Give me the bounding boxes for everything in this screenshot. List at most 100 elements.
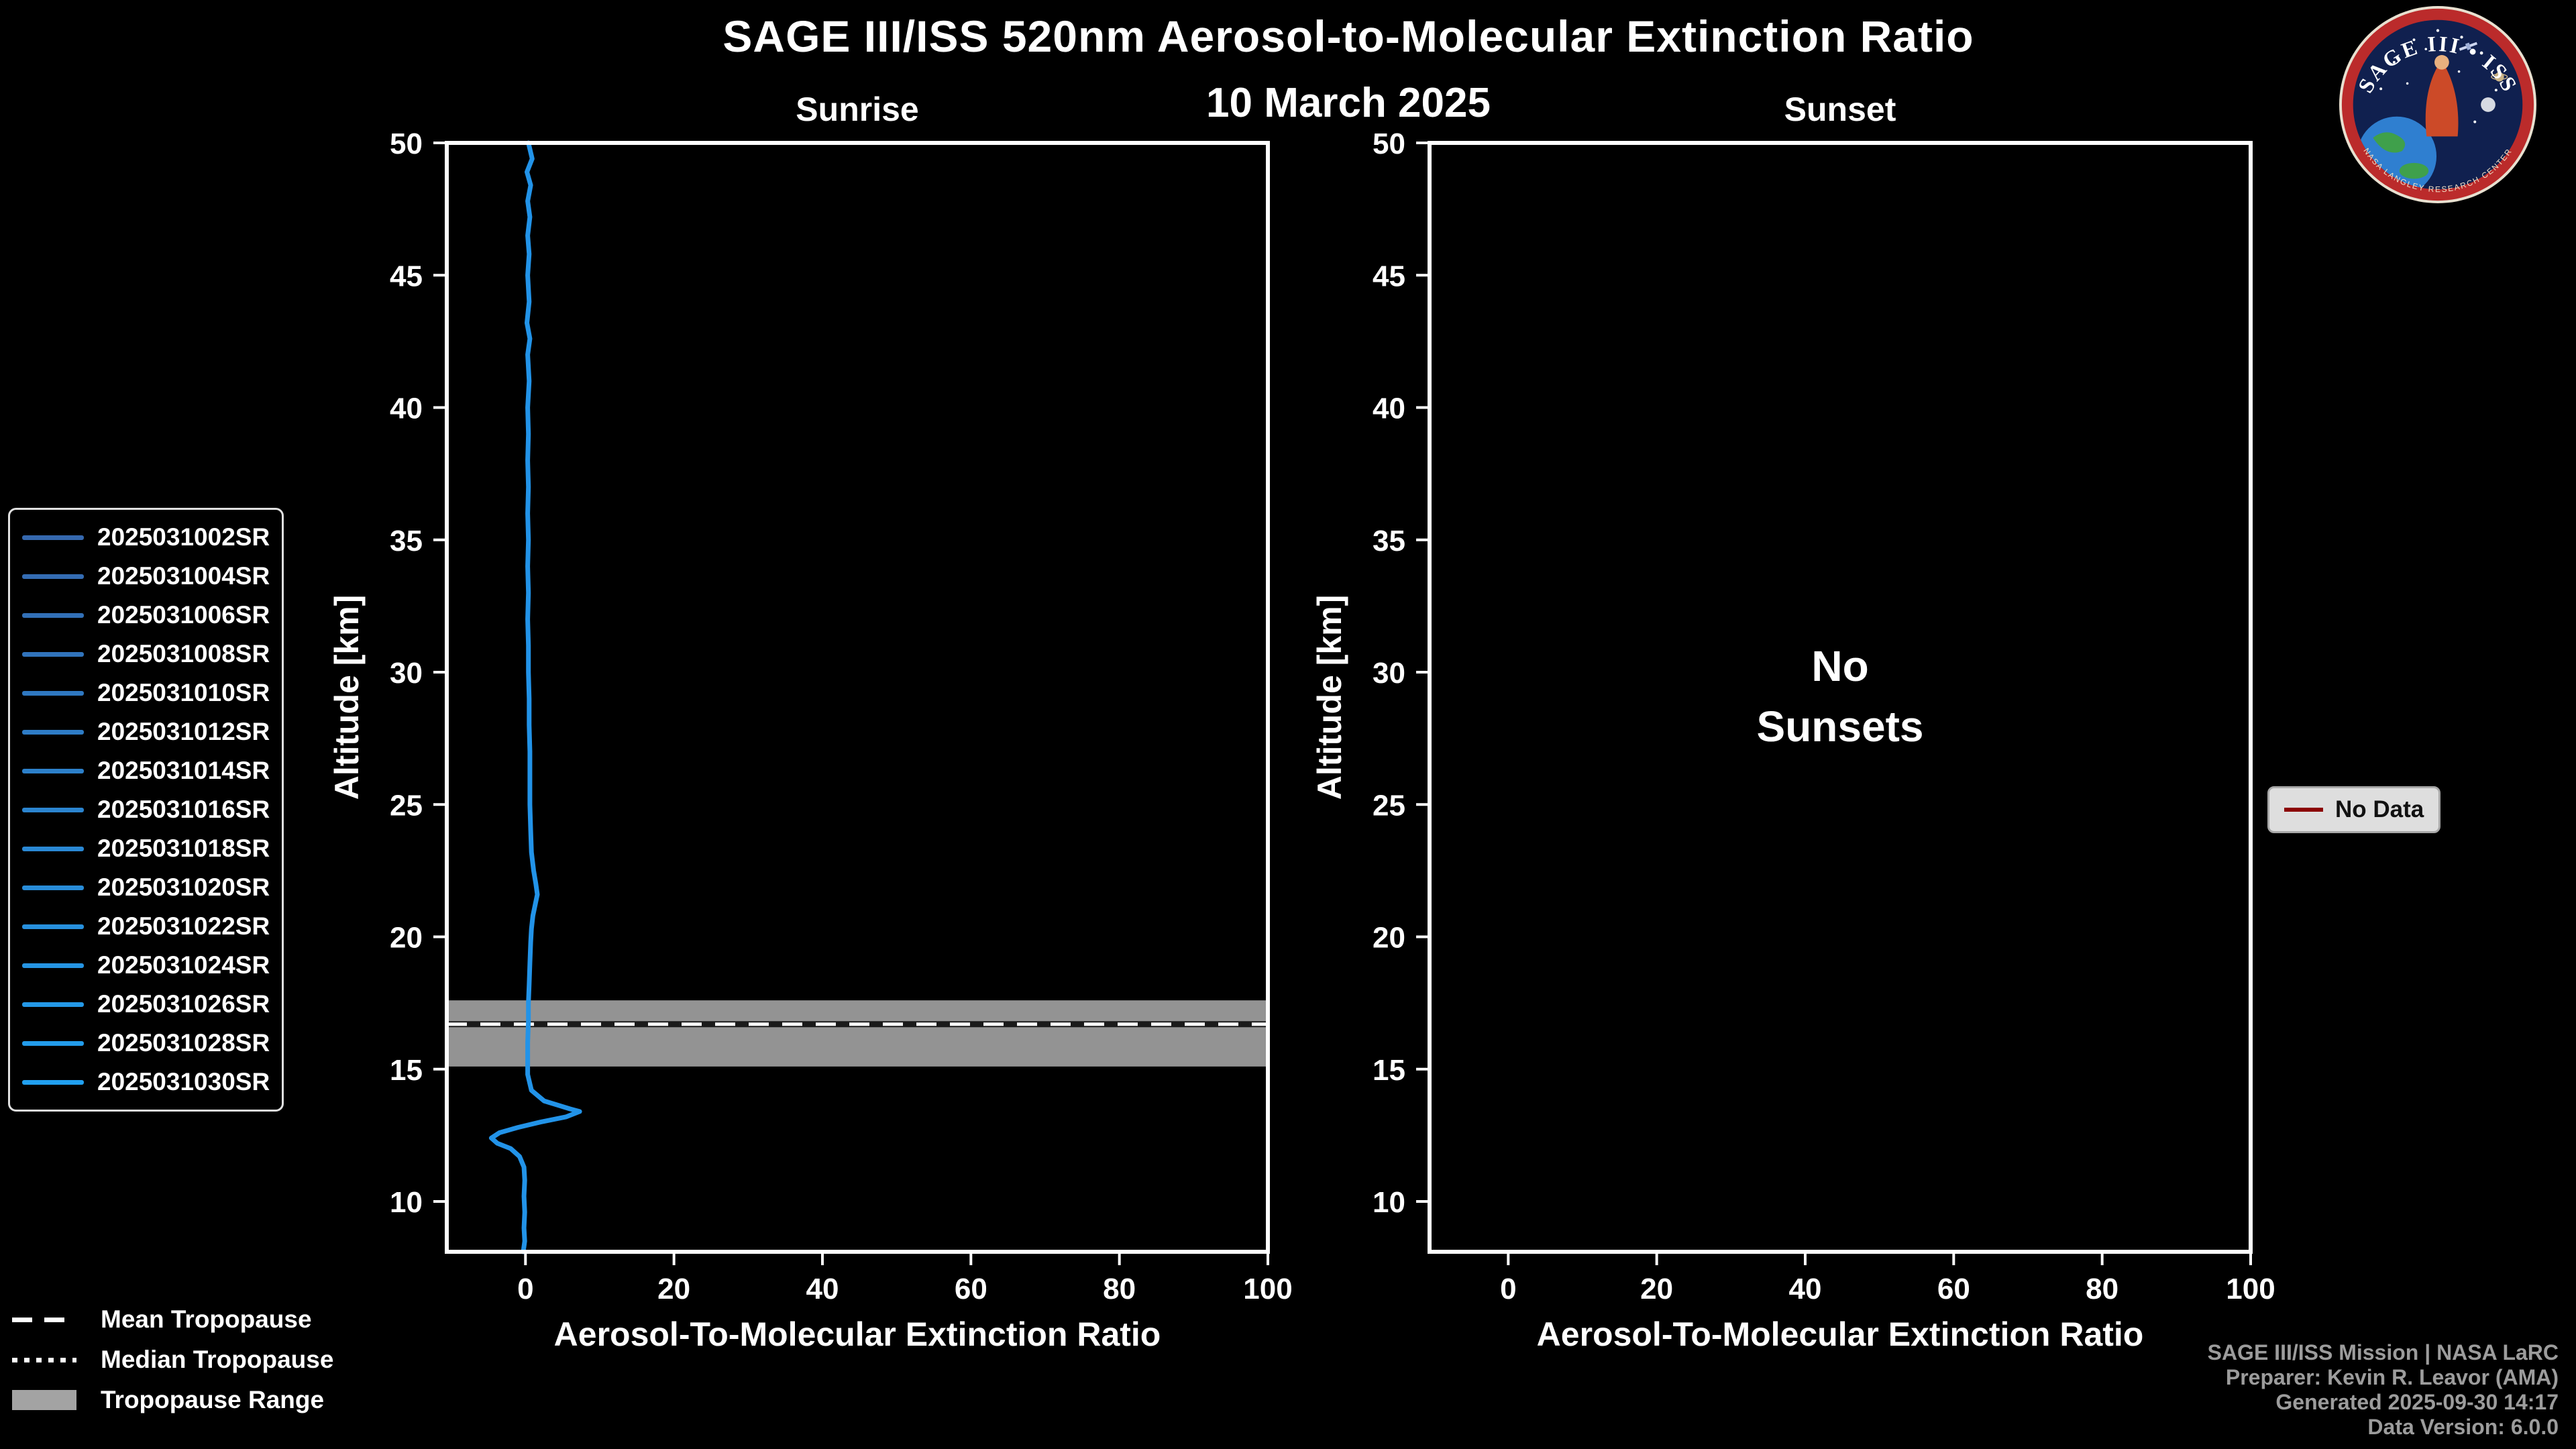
y-tick-label: 40 [1373,392,1405,425]
event-legend-item: 2025031016SR [22,790,270,829]
y-tick-label: 10 [390,1186,423,1219]
event-legend-item: 2025031004SR [22,557,270,596]
logo-sage-figure [2425,66,2459,137]
tropopause-range-legend-entry: Tropopause Range [12,1385,333,1415]
median-tropopause-legend-entry: Median Tropopause [12,1344,333,1375]
no-data-legend: No Data [2267,786,2441,833]
sunrise-plot: 10 15 20 25 30 35 40 45 50 0 20 40 60 80 100 Aerosol-To… [328,127,1293,1353]
series-sunrise-composite-profile [488,140,582,1254]
logo-satellite-icon [2459,42,2478,51]
event-label: 2025031010SR [97,679,270,706]
plot-frame [445,141,1270,1254]
footer-version-line: Data Version: 6.0.0 [2367,1415,2559,1439]
event-label: 2025031014SR [97,757,270,784]
event-legend-item: 2025031024SR [22,946,270,985]
mean-tropopause-legend-entry: Mean Tropopause [12,1304,333,1335]
x-tick-label: 20 [657,1273,690,1305]
y-tick-label: 50 [390,127,423,160]
event-legend-item: 2025031020SR [22,868,270,907]
no-sunsets-annotation: No Sunsets [1430,636,2251,757]
event-line-swatch [22,1079,84,1085]
y-tick-label: 15 [390,1054,423,1087]
event-legend-item: 2025031014SR [22,751,270,790]
event-legend-item: 2025031010SR [22,674,270,712]
footer-credits: SAGE III/ISS Mission | NASA LaRC Prepare… [2208,1340,2559,1440]
event-legend-item: 2025031026SR [22,985,270,1024]
median-tropopause-label: Median Tropopause [101,1346,334,1373]
x-axis-label: Aerosol-To-Molecular Extinction Ratio [1537,1316,2144,1353]
event-line-swatch [22,535,84,540]
x-tick-label: 40 [1789,1273,1822,1305]
event-label: 2025031022SR [97,912,270,940]
event-line-swatch [22,885,84,890]
event-line-swatch [22,768,84,773]
y-tick-label: 40 [390,392,423,425]
tropopause-legend: Mean Tropopause Median Tropopause Tropop… [12,1304,333,1415]
plot-background [447,143,1268,1252]
plot-background [1430,143,2251,1252]
date-subtitle: 10 March 2025 [1206,80,1491,126]
event-label: 2025031020SR [97,873,270,901]
event-legend-item: 2025031008SR [22,635,270,674]
x-axis-label: Aerosol-To-Molecular Extinction Ratio [554,1316,1161,1353]
event-legend-item: 2025031002SR [22,518,270,557]
median-tropopause-dot-swatch [12,1357,76,1362]
mean-tropopause-dash-swatch [12,1317,76,1322]
event-legend-item: 2025031030SR [22,1063,270,1102]
y-tick-label: 20 [1373,922,1405,955]
logo-sage-head [2434,55,2449,70]
x-tick-label: 80 [1103,1273,1136,1305]
footer-preparer-line: Preparer: Kevin R. Leavor (AMA) [2225,1365,2559,1389]
x-tick-label: 60 [955,1273,987,1305]
event-legend-item: 2025031028SR [22,1024,270,1063]
sunrise-panel-title: Sunrise [796,91,919,128]
logo-artwork [2357,29,2508,190]
event-legend-item: 2025031012SR [22,712,270,751]
plot-frame [1428,141,2253,1254]
no-data-line-swatch [2284,808,2323,812]
event-line-swatch [22,729,84,735]
event-legend: 2025031002SR 2025031004SR 2025031006SR 2025… [8,508,284,1112]
event-line-swatch [22,924,84,929]
y-tick-label: 45 [1373,260,1405,292]
event-line-swatch [22,1002,84,1007]
event-label: 2025031024SR [97,951,270,979]
event-line-swatch [22,690,84,696]
event-label: 2025031004SR [97,562,270,590]
sage-iii-iss-logo: SAGE III • ISS NASA LANGLEY RESEARCH CEN… [2339,5,2537,204]
logo-earth-continent-2 [2399,162,2429,179]
x-tick-label: 0 [1500,1273,1516,1305]
y-tick-label: 50 [1373,127,1405,160]
sunset-panel-title: Sunset [1784,91,1896,128]
y-tick-label: 30 [1373,657,1405,690]
event-label: 2025031028SR [97,1029,270,1057]
event-label: 2025031006SR [97,601,270,629]
y-tick-label: 25 [1373,789,1405,822]
event-label: 2025031002SR [97,523,270,551]
event-label: 2025031008SR [97,640,270,667]
x-tick-label: 0 [517,1273,533,1305]
no-sunsets-line1: No [1811,642,1869,690]
no-sunsets-line2: Sunsets [1756,702,1924,751]
event-label: 2025031030SR [97,1068,270,1095]
logo-moon [2481,97,2496,112]
tropopause-range-swatch [12,1390,76,1410]
event-label: 2025031012SR [97,718,270,745]
event-label: 2025031018SR [97,835,270,862]
event-line-swatch [22,1040,84,1046]
y-axis-label: Altitude [km] [1311,595,1348,800]
y-tick-label: 25 [390,789,423,822]
x-tick-label: 40 [806,1273,839,1305]
footer-mission-line: SAGE III/ISS Mission | NASA LaRC [2207,1340,2559,1364]
y-tick-label: 30 [390,657,423,690]
y-tick-label: 20 [390,922,423,955]
event-line-swatch [22,574,84,579]
event-legend-item: 2025031022SR [22,907,270,946]
sunset-plot: 10 15 20 25 30 35 40 45 50 0 20 40 60 80 100 Aerosol-To… [1311,127,2275,1353]
x-tick-label: 20 [1640,1273,1673,1305]
y-tick-label: 35 [390,525,423,557]
event-line-swatch [22,846,84,851]
event-label: 2025031016SR [97,796,270,823]
mean-tropopause-label: Mean Tropopause [101,1305,312,1333]
y-tick-label: 10 [1373,1186,1405,1219]
